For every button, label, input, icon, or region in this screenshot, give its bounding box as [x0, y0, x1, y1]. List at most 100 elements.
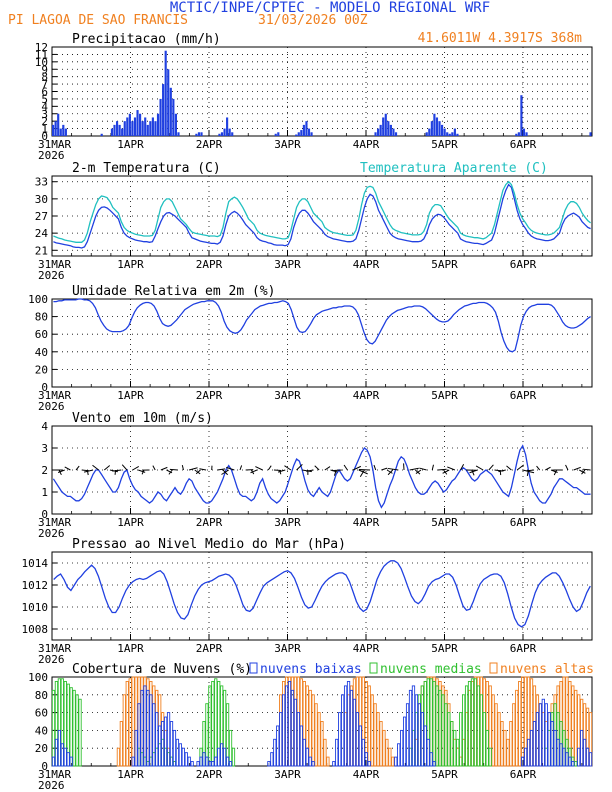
x-tick-label: 4APR	[353, 258, 380, 271]
x-tick-label: 1APR	[117, 768, 144, 781]
panel-title: Precipitacao (mm/h)	[72, 32, 221, 47]
y-tick-label: 33	[35, 176, 48, 189]
wind-barb	[239, 465, 243, 471]
cloud-bar	[166, 712, 171, 767]
wind-barb	[75, 465, 80, 471]
precip-bar	[126, 117, 129, 136]
cloud-bar	[208, 761, 212, 767]
x-tick-label: 6APR	[510, 138, 537, 151]
wind-barb	[57, 469, 65, 473]
precip-bar	[62, 124, 65, 136]
x-tick-label: 31MAR	[38, 642, 71, 655]
cloud-bar	[134, 729, 138, 767]
cloud-bar	[314, 703, 318, 767]
cloud-bar	[467, 681, 472, 767]
cloud-bar	[60, 743, 64, 767]
cloud-bar	[228, 729, 233, 767]
precip-bar	[115, 121, 119, 136]
wind-barb	[277, 469, 286, 473]
cloud-bar	[361, 738, 365, 767]
cloud-bar	[158, 725, 162, 767]
y-tick-label: 100	[28, 293, 48, 306]
x-tick-label: 3APR	[274, 389, 301, 402]
precip-bar	[384, 113, 387, 136]
wind-barb	[169, 468, 178, 471]
precip-bar	[448, 133, 451, 136]
cloud-bar	[143, 685, 147, 767]
cloud-bar	[417, 703, 422, 767]
precip-bar	[100, 133, 103, 136]
precip-bar	[226, 117, 229, 136]
cloud-bar	[523, 747, 528, 767]
header-run: 31/03/2026 00Z	[258, 13, 368, 28]
cloud-bar	[163, 716, 168, 767]
cloud-bar	[553, 729, 557, 767]
cloud-bar	[152, 703, 156, 767]
cloud-bar	[456, 738, 460, 767]
precip-bar	[433, 113, 436, 136]
cloud-bar	[208, 685, 212, 767]
cloud-bar	[54, 738, 59, 767]
precip-bar	[305, 121, 308, 136]
cloud-bar	[574, 689, 578, 767]
x-tick-label: 6APR	[510, 768, 537, 781]
y-tick-label: 7	[41, 78, 48, 91]
cloud-bar	[149, 694, 153, 767]
x-tick-label: 5APR	[431, 768, 458, 781]
wind-barb	[475, 465, 484, 471]
cloud-bar	[311, 694, 315, 767]
wind-barb	[267, 465, 272, 471]
panel-title: Vento em 10m (m/s)	[72, 411, 213, 426]
header-title: MCTIC/INPE/CPTEC - MODELO REGIONAL WRF	[170, 0, 490, 16]
wind-barb	[581, 469, 586, 475]
precip-bar	[133, 117, 137, 136]
cloud-bar	[432, 761, 436, 767]
y-tick-label: 20	[35, 742, 48, 755]
cloud-bar	[367, 761, 371, 767]
cloud-bar	[222, 747, 227, 767]
y-tick-label: 1014	[22, 557, 49, 570]
cloud-bar	[217, 747, 221, 767]
x-tick-label: 2APR	[196, 768, 223, 781]
wind-barb	[415, 469, 422, 474]
precip-bar	[446, 132, 449, 136]
cloud-bar	[214, 756, 218, 767]
cloud-bar	[146, 689, 150, 767]
y-tick-label: 0	[41, 760, 48, 773]
precip-bar	[136, 110, 139, 136]
cloud-bar	[526, 738, 531, 767]
precip-bar	[146, 124, 149, 136]
precip-bar	[456, 133, 459, 136]
y-tick-label: 4	[41, 420, 48, 433]
cloud-bar	[276, 725, 280, 767]
precip-bar	[57, 113, 60, 136]
precip-bar	[379, 124, 382, 136]
cloud-bar	[335, 738, 339, 767]
x-tick-label: 31MAR	[38, 389, 71, 402]
wind-barb	[132, 465, 140, 471]
cloud-bar	[75, 694, 79, 767]
wind-barb	[279, 469, 282, 475]
cloud-bar	[225, 756, 230, 767]
cloud-bar	[202, 752, 206, 767]
x-tick-label: 31MAR	[38, 138, 71, 151]
wind-barb	[314, 465, 320, 471]
legend-label: nuvens baixas	[260, 662, 362, 677]
cloud-bar	[184, 752, 188, 767]
cloud-bar	[509, 721, 513, 767]
cloud-bar	[464, 685, 469, 767]
cloud-bar	[323, 738, 327, 767]
clouds-panel: Cobertura de Nuvens (%) nuvens baixas nuve…	[28, 662, 594, 792]
temp-panel: 2-m Temperatura (C) Temperatura Aparente …	[35, 161, 593, 282]
cloud-bar	[470, 678, 475, 767]
wind-barb	[419, 467, 427, 471]
cloud-bar	[402, 716, 407, 767]
cloud-bar	[231, 747, 236, 767]
cloud-bar	[411, 685, 416, 767]
x-tick-label: 2APR	[196, 642, 223, 655]
wind-barb	[103, 465, 111, 471]
series-line	[52, 444, 591, 509]
cloud-bar	[169, 721, 174, 767]
cloud-bar	[547, 712, 551, 767]
y-tick-label: 60	[35, 328, 48, 341]
